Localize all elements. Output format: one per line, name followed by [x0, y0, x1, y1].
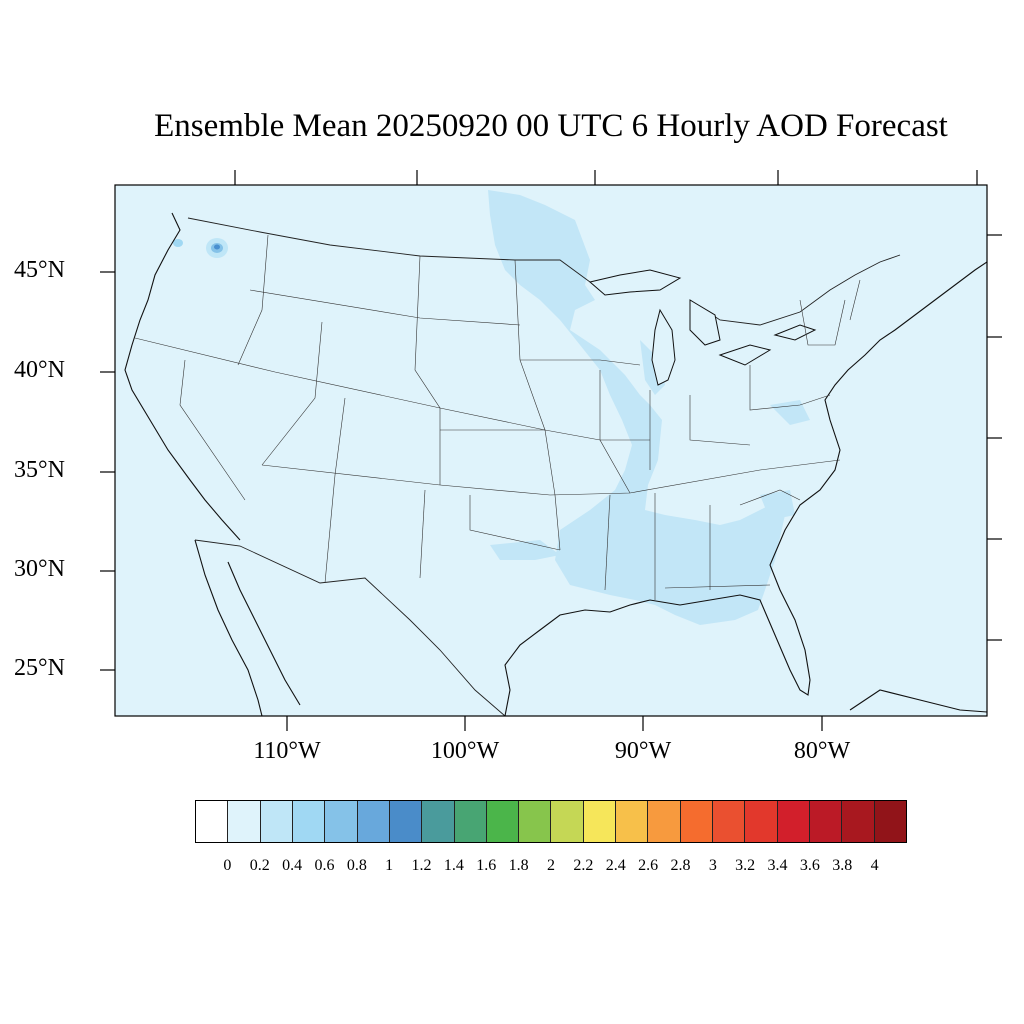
colorbar-box-7	[422, 801, 455, 842]
colorbar-box-19	[809, 801, 843, 842]
aod-plume-carolina	[760, 490, 795, 520]
colorbar-box-12	[583, 801, 617, 842]
colorbar-label: 0	[223, 857, 232, 874]
colorbar-label: 3.6	[799, 857, 820, 874]
colorbar-box-9	[486, 801, 520, 842]
colorbar-label: 1.4	[443, 857, 464, 874]
colorbar-box-18	[777, 801, 810, 842]
lat-label-35n: 35°N	[14, 457, 65, 483]
colorbar-label: 3.4	[767, 857, 788, 874]
colorbar	[195, 800, 907, 843]
aod-hotspot-seattle	[173, 239, 183, 247]
colorbar-box-15	[680, 801, 713, 842]
colorbar-box-13	[616, 801, 649, 842]
colorbar-box-11	[551, 801, 584, 842]
state-boundaries	[134, 234, 861, 600]
colorbar-box-17	[745, 801, 778, 842]
lon-label-110w: 110°W	[253, 738, 321, 764]
colorbar-label: 2.6	[638, 857, 659, 874]
colorbar-label: 2.8	[670, 857, 691, 874]
colorbar-label: 0.4	[282, 857, 303, 874]
international-border	[187, 217, 901, 716]
colorbar-box-21	[874, 801, 906, 842]
colorbar-box-4	[325, 801, 358, 842]
aod-plume-east-texas	[490, 540, 560, 560]
lon-label-80w: 80°W	[793, 738, 851, 764]
plot-title: Ensemble Mean 20250920 00 UTC 6 Hourly A…	[154, 108, 948, 144]
colorbar-label: 3.2	[735, 857, 756, 874]
lon-label-90w: 90°W	[614, 738, 672, 764]
aod-plume-mid-atlantic	[770, 400, 810, 425]
colorbar-box-14	[648, 801, 681, 842]
colorbar-label: 0.6	[314, 857, 335, 874]
colorbar-box-5	[357, 801, 390, 842]
coastlines	[124, 212, 987, 716]
colorbar-label: 3	[708, 857, 717, 874]
colorbar-label: 1.6	[476, 857, 497, 874]
colorbar-box-6	[389, 801, 423, 842]
aod-plume-mississippi-valley	[488, 190, 785, 625]
lon-label-100w: 100°W	[430, 738, 500, 764]
colorbar-label: 2.2	[573, 857, 594, 874]
colorbar-box-2	[260, 801, 293, 842]
colorbar-label: 2	[547, 857, 555, 874]
aod-hotspot-washington-core	[214, 244, 220, 250]
colorbar-box-10	[519, 801, 552, 842]
tick-marks	[100, 170, 1002, 731]
great-lakes	[588, 269, 817, 386]
colorbar-box-20	[842, 801, 875, 842]
colorbar-box-0	[196, 801, 229, 842]
lat-label-40n: 40°N	[14, 357, 65, 383]
colorbar-box-8	[454, 801, 487, 842]
lat-label-25n: 25°N	[14, 655, 65, 681]
colorbar-box-1	[228, 801, 261, 842]
colorbar-label: 1.8	[508, 857, 529, 874]
colorbar-label: 0.8	[346, 857, 367, 874]
colorbar-box-16	[713, 801, 746, 842]
colorbar-label: 1	[385, 857, 394, 874]
colorbar-box-3	[292, 801, 326, 842]
colorbar-label: 1.2	[411, 857, 432, 874]
lat-label-30n: 30°N	[14, 556, 65, 582]
lat-label-45n: 45°N	[14, 257, 65, 283]
colorbar-label: 2.4	[605, 857, 626, 874]
colorbar-label: 3.8	[832, 857, 853, 874]
map-frame	[114, 184, 988, 717]
colorbar-label: 0.2	[249, 857, 270, 874]
colorbar-label: 4	[870, 857, 879, 874]
